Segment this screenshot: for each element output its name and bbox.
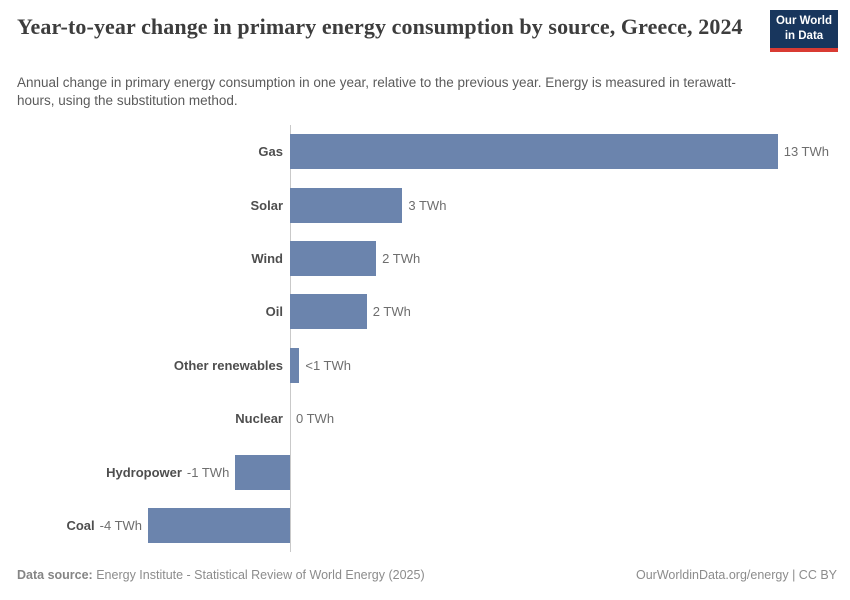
category-value-group: Hydropower -1 TWh [106,445,229,498]
bar[interactable] [290,134,778,170]
owid-logo[interactable]: Our World in Data [770,10,838,52]
header: Year-to-year change in primary energy co… [17,14,762,41]
bar[interactable] [148,507,290,543]
chart-subtitle: Annual change in primary energy consumpt… [17,75,736,108]
category-value-group: Coal -4 TWh [66,499,142,552]
bar-row: Gas 13 TWh [0,125,850,178]
zero-axis-line [290,125,291,552]
value-label: <1 TWh [305,357,351,373]
bar-row: Oil 2 TWh [0,285,850,338]
category-label: Wind [251,250,283,266]
data-source-label: Data source: [17,568,93,582]
bar-row: Other renewables <1 TWh [0,339,850,392]
value-label: 2 TWh [372,304,411,320]
category-label: Nuclear [235,411,283,427]
data-source: Data source: Energy Institute - Statisti… [17,568,425,582]
bar-row: Wind 2 TWh [0,232,850,285]
page-title: Year-to-year change in primary energy co… [17,14,743,39]
value-label: 0 TWh [296,411,335,427]
bar-row: Solar 3 TWh [0,178,850,231]
bar-row: Hydropower -1 TWh [0,445,850,498]
bar-row: Nuclear 0 TWh [0,392,850,445]
bar[interactable] [290,187,403,223]
value-label: 13 TWh [783,144,829,160]
value-label: -4 TWh [99,517,143,533]
bar-row: Coal -4 TWh [0,499,850,552]
value-label: 3 TWh [408,197,447,213]
bar[interactable] [290,294,367,330]
bar-chart: Gas 13 TWh Solar 3 TWh Wind 2 TWh Oil 2 TWh Othe… [0,125,850,552]
bar[interactable] [235,454,290,490]
bar[interactable] [290,347,300,383]
value-label: 2 TWh [382,250,421,266]
owid-logo-line1: Our World [775,15,832,28]
category-label: Other renewables [173,357,283,373]
category-label: Coal [66,517,95,533]
category-label: Hydropower [106,464,182,480]
data-source-text: Energy Institute - Statistical Review of… [96,568,425,582]
category-label: Oil [265,304,283,320]
category-label: Gas [258,144,283,160]
value-label: -1 TWh [186,464,230,480]
credit-link[interactable]: OurWorldinData.org/energy | CC BY [635,568,837,582]
bar[interactable] [290,240,377,276]
footer: Data source: Energy Institute - Statisti… [17,568,837,582]
category-label: Solar [250,197,283,213]
owid-logo-line2: in Data [784,30,824,42]
